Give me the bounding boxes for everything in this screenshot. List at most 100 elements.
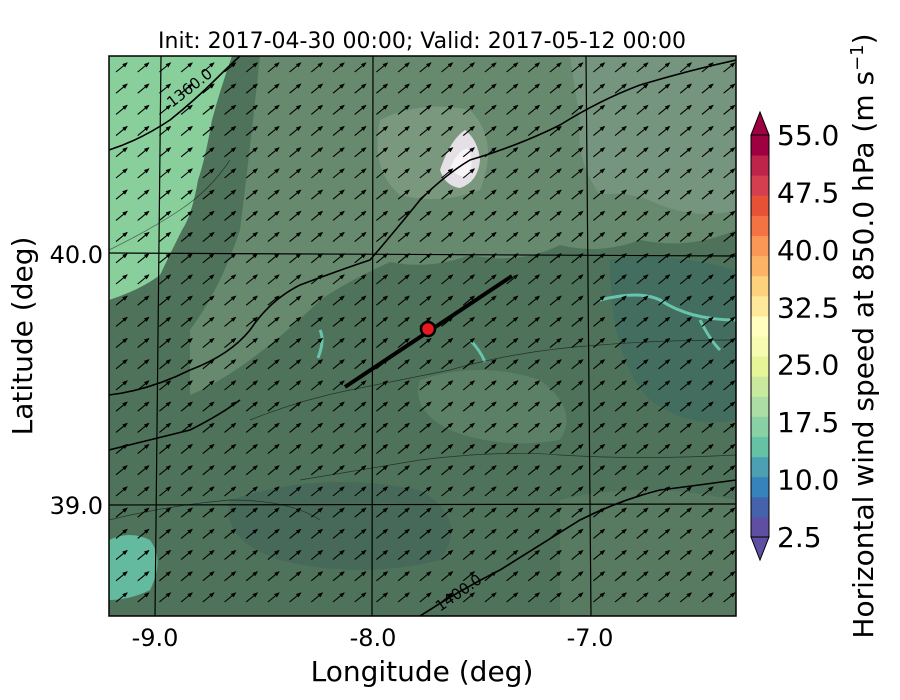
wind-arrow [484, 147, 497, 158]
wind-arrow [159, 465, 172, 476]
wind-arrow [115, 253, 128, 264]
wind-arrow [289, 253, 302, 264]
wind-arrow [593, 295, 606, 306]
wind-arrow [180, 189, 193, 200]
wind-arrow [245, 592, 259, 603]
colorbar-band [751, 295, 769, 317]
wind-arrow [441, 592, 454, 603]
wind-arrow [180, 528, 193, 539]
wind-arrow [484, 571, 497, 582]
wind-arrow [441, 507, 454, 518]
wind-arrow [614, 83, 627, 94]
wind-arrow [115, 486, 128, 497]
wind-arrow [527, 295, 541, 306]
wind-arrow [267, 549, 280, 561]
wind-arrow [723, 295, 736, 306]
wind-arrow [679, 507, 693, 518]
wind-arrow [354, 571, 367, 582]
wind-arrow [397, 359, 410, 370]
wind-arrow [224, 125, 237, 137]
wind-arrow [506, 316, 519, 327]
wind-arrow [614, 337, 627, 349]
wind-arrow [224, 528, 237, 539]
wind-arrow [506, 443, 519, 455]
wind-arrow [614, 125, 627, 137]
wind-arrow [180, 380, 193, 391]
wind-arrow [310, 422, 324, 433]
wind-arrow [723, 83, 736, 94]
wind-arrow [679, 316, 693, 327]
wind-arrow [397, 104, 410, 115]
wind-arrow [441, 380, 454, 391]
wind-arrow [115, 465, 128, 476]
wind-arrow [137, 465, 150, 476]
wind-arrow [202, 168, 215, 179]
wind-arrow [614, 507, 627, 518]
wind-arrow [245, 528, 259, 539]
wind-arrow [310, 274, 324, 285]
wind-arrow [159, 380, 172, 391]
wind-arrow [658, 253, 671, 264]
wind-arrow [245, 147, 259, 158]
wind-arrow [506, 189, 519, 200]
wind-arrow [245, 571, 259, 582]
wind-arrow [462, 231, 476, 243]
wind-arrow [527, 549, 541, 561]
wind-arrow [159, 231, 172, 243]
wind-arrow [549, 83, 562, 94]
wind-arrow [723, 592, 736, 603]
wind-arrow [159, 295, 172, 306]
wind-arrow [419, 62, 432, 73]
wind-arrow [636, 274, 649, 285]
wind-arrow [701, 189, 714, 200]
wind-arrow [397, 62, 410, 73]
wind-arrow [636, 62, 649, 73]
wind-arrow [310, 380, 324, 391]
wind-arrow [224, 104, 237, 115]
wind-arrow [289, 147, 302, 158]
wind-arrow [593, 422, 606, 433]
colorbar-band [751, 396, 769, 417]
wind-arrow [527, 147, 541, 158]
wind-arrow [658, 443, 671, 455]
colorbar-ticks: 55.0 47.5 40.0 32.5 25.0 17.5 10.0 2.5 [777, 119, 839, 554]
wind-arrow [614, 528, 627, 539]
wind-arrow [180, 337, 193, 349]
wind-arrow [549, 274, 562, 285]
wind-arrow [202, 104, 215, 115]
wind-arrow [506, 380, 519, 391]
wind-arrow [527, 592, 541, 603]
wind-arrow [614, 168, 627, 179]
wind-arrow [159, 62, 172, 73]
wind-arrow [614, 147, 627, 158]
wind-arrow [658, 295, 671, 306]
wind-arrow [679, 486, 693, 497]
wind-arrow [267, 380, 280, 391]
wind-arrow [137, 147, 150, 158]
wind-arrow [723, 316, 736, 327]
wind-arrow [332, 295, 345, 306]
y-tick-label: 40.0 [50, 241, 103, 269]
wind-arrow [593, 168, 606, 179]
wind-arrow [419, 83, 432, 94]
wind-arrow [593, 549, 606, 561]
wind-arrow [289, 168, 302, 179]
wind-arrow [289, 125, 302, 137]
colorbar-band [751, 336, 769, 357]
wind-arrow [115, 210, 128, 221]
wind-arrow [679, 274, 693, 285]
wind-arrow [723, 125, 736, 137]
wind-arrow [180, 359, 193, 370]
wind-arrow [267, 528, 280, 539]
wind-arrow [571, 507, 584, 518]
wind-arrow [701, 486, 714, 497]
wind-arrow [593, 83, 606, 94]
wind-arrow [527, 125, 541, 137]
wind-arrow [267, 507, 280, 518]
wind-arrow [658, 359, 671, 370]
wind-arrow [115, 592, 128, 603]
wind-arrow [506, 422, 519, 433]
wind-arrow [115, 507, 128, 518]
wind-arrow [614, 401, 627, 412]
